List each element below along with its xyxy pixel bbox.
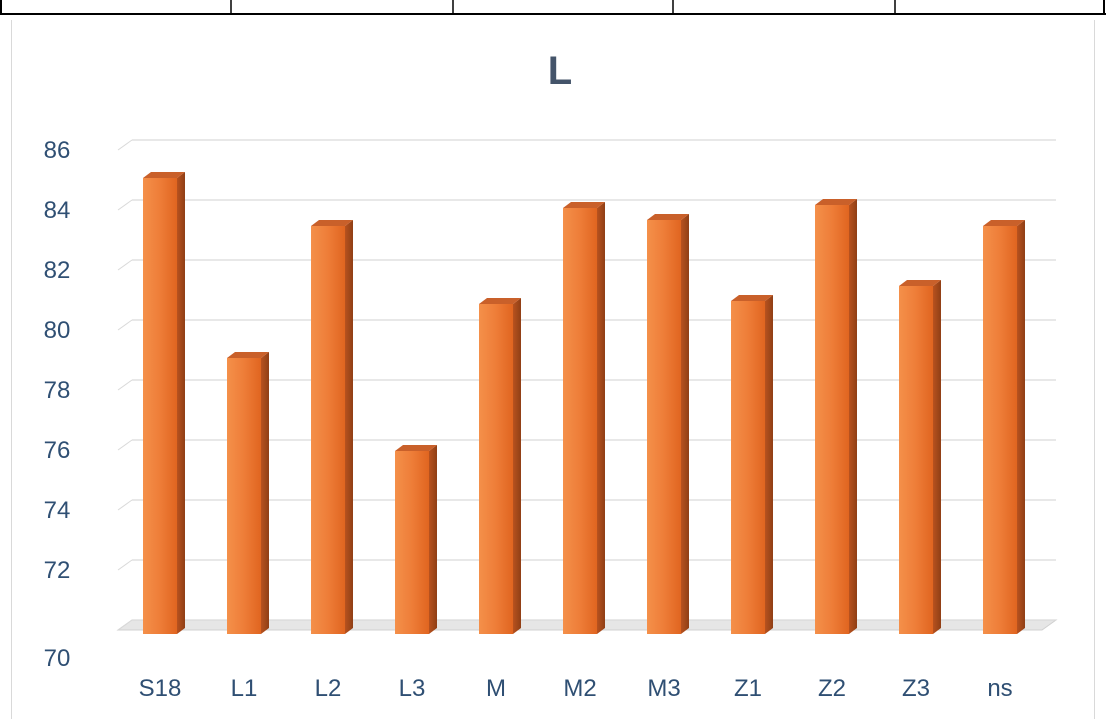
- gridline-depth: [117, 619, 133, 631]
- bar-front: [983, 226, 1017, 634]
- chart-title: L: [548, 49, 572, 93]
- bar-top: [815, 199, 857, 205]
- bar-side: [429, 445, 437, 634]
- y-tick-label: 74: [44, 497, 71, 524]
- bar-front: [311, 226, 345, 634]
- bar-front: [815, 205, 849, 634]
- bar-side: [765, 295, 773, 634]
- bar-side: [597, 202, 605, 634]
- bar-front: [731, 301, 765, 634]
- x-tick-label: Z3: [902, 675, 930, 702]
- gridline-depth: [117, 379, 133, 391]
- bar-side: [849, 199, 857, 634]
- x-tick-label: ns: [987, 675, 1012, 702]
- x-tick-label: L1: [231, 675, 258, 702]
- bar-top: [647, 214, 689, 220]
- bar-top: [143, 172, 185, 178]
- bar-side: [345, 220, 353, 634]
- x-tick-label: Z1: [734, 675, 762, 702]
- gridline-depth: [117, 499, 133, 511]
- gridline-depth: [117, 259, 133, 271]
- bar-side: [177, 172, 185, 634]
- bar-top: [227, 352, 269, 358]
- y-tick-label: 82: [44, 257, 71, 284]
- y-tick-label: 72: [44, 557, 71, 584]
- bar-front: [479, 304, 513, 634]
- gridline-depth: [117, 439, 133, 451]
- gridline-depth: [117, 139, 133, 151]
- bar-L3: [395, 445, 437, 634]
- x-tick-label: L2: [315, 675, 342, 702]
- bar-Z1: [731, 295, 773, 634]
- x-tick-label: L3: [399, 675, 426, 702]
- bar-L1: [227, 352, 269, 634]
- bar-side: [513, 298, 521, 634]
- bar-side: [261, 352, 269, 634]
- x-axis: S18 L1 L2 L3 M M2 M3 Z1 Z2 Z3 ns: [139, 675, 1013, 702]
- bar-ns: [983, 220, 1025, 634]
- bar-side: [681, 214, 689, 634]
- bar-M3: [647, 214, 689, 634]
- table-border-strip: [0, 0, 1106, 15]
- y-axis: 72 74 76 78 80 82 84 86 70: [44, 137, 71, 672]
- bar-S18: [143, 172, 185, 634]
- y-tick-label: 84: [44, 197, 71, 224]
- bar-L2: [311, 220, 353, 634]
- chart-area: [11, 20, 1095, 719]
- gridline-depth: [117, 319, 133, 331]
- bar-top: [899, 280, 941, 286]
- bar-front: [227, 358, 261, 634]
- bar-top: [563, 202, 605, 208]
- bar-front: [563, 208, 597, 634]
- bar-top: [479, 298, 521, 304]
- bar-top: [731, 295, 773, 301]
- bars: [143, 172, 1025, 634]
- bar-top: [983, 220, 1025, 226]
- x-tick-label: S18: [139, 675, 182, 702]
- x-tick-label: M2: [563, 675, 596, 702]
- bar-M: [479, 298, 521, 634]
- bar-top: [395, 445, 437, 451]
- y-tick-label: 80: [44, 317, 71, 344]
- bar-side: [933, 280, 941, 634]
- bar-side: [1017, 220, 1025, 634]
- y-tick-label: 86: [44, 137, 71, 164]
- bar-front: [647, 220, 681, 634]
- bar-Z2: [815, 199, 857, 634]
- bar-Z3: [899, 280, 941, 634]
- bar-M2: [563, 202, 605, 634]
- bar-front: [395, 451, 429, 634]
- x-tick-label: Z2: [818, 675, 846, 702]
- y-tick-label: 76: [44, 437, 71, 464]
- y-tick-label: 70: [44, 645, 71, 672]
- x-tick-label: M: [486, 675, 506, 702]
- gridline-depth: [117, 559, 133, 571]
- bar-front: [143, 178, 177, 634]
- bar-front: [899, 286, 933, 634]
- gridline-depth: [117, 199, 133, 211]
- y-tick-label: 78: [44, 377, 71, 404]
- bar-top: [311, 220, 353, 226]
- x-tick-label: M3: [647, 675, 680, 702]
